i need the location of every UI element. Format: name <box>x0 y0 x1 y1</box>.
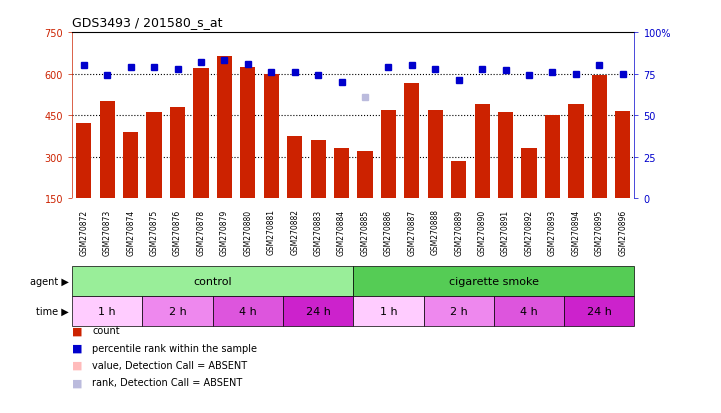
Text: GSM270894: GSM270894 <box>572 209 580 255</box>
Bar <box>72 297 142 326</box>
Text: control: control <box>193 277 232 287</box>
Text: GSM270879: GSM270879 <box>220 209 229 255</box>
Text: GSM270889: GSM270889 <box>454 209 463 255</box>
Text: GSM270874: GSM270874 <box>126 209 135 255</box>
Text: GSM270896: GSM270896 <box>619 209 627 255</box>
Text: GSM270893: GSM270893 <box>548 209 557 255</box>
Text: ■: ■ <box>72 325 83 335</box>
Text: rank, Detection Call = ABSENT: rank, Detection Call = ABSENT <box>92 377 242 387</box>
Text: time ▶: time ▶ <box>36 306 68 316</box>
Bar <box>474 105 490 240</box>
Text: GSM270878: GSM270878 <box>197 209 205 255</box>
Text: 24 h: 24 h <box>306 306 331 316</box>
Text: ■: ■ <box>72 377 83 387</box>
Text: cigarette smoke: cigarette smoke <box>449 277 539 287</box>
Bar <box>564 297 634 326</box>
Text: GSM270892: GSM270892 <box>525 209 534 255</box>
Text: 4 h: 4 h <box>239 306 257 316</box>
Bar <box>545 116 560 240</box>
Bar <box>146 113 162 240</box>
Bar <box>170 107 185 240</box>
Bar <box>404 84 420 240</box>
Bar <box>494 297 564 326</box>
Bar <box>353 297 424 326</box>
Text: 1 h: 1 h <box>99 306 116 316</box>
Bar <box>287 137 302 240</box>
Bar <box>123 133 138 240</box>
Text: GSM270888: GSM270888 <box>431 209 440 255</box>
Bar <box>521 149 536 240</box>
Text: GSM270882: GSM270882 <box>291 209 299 255</box>
Bar <box>592 76 607 240</box>
Bar <box>451 161 466 240</box>
Text: GSM270884: GSM270884 <box>337 209 346 255</box>
Bar <box>353 267 634 297</box>
Bar <box>283 297 353 326</box>
Bar <box>217 57 232 240</box>
Bar <box>381 110 396 240</box>
Text: GSM270881: GSM270881 <box>267 209 275 255</box>
Bar <box>615 112 630 240</box>
Text: 4 h: 4 h <box>520 306 538 316</box>
Bar <box>76 124 92 240</box>
Text: GSM270875: GSM270875 <box>150 209 159 255</box>
Text: GSM270891: GSM270891 <box>501 209 510 255</box>
Bar <box>428 110 443 240</box>
Text: 2 h: 2 h <box>169 306 187 316</box>
Bar <box>240 68 255 240</box>
Bar <box>334 149 349 240</box>
Text: GSM270883: GSM270883 <box>314 209 322 255</box>
Text: GSM270873: GSM270873 <box>103 209 112 255</box>
Bar <box>213 297 283 326</box>
Bar <box>99 102 115 240</box>
Text: GSM270886: GSM270886 <box>384 209 393 255</box>
Bar <box>193 69 208 240</box>
Bar <box>568 105 583 240</box>
Text: count: count <box>92 325 120 335</box>
Text: 24 h: 24 h <box>587 306 612 316</box>
Bar <box>142 297 213 326</box>
Text: GSM270895: GSM270895 <box>595 209 603 255</box>
Text: percentile rank within the sample: percentile rank within the sample <box>92 343 257 353</box>
Text: GSM270887: GSM270887 <box>407 209 416 255</box>
Bar <box>72 267 353 297</box>
Bar <box>264 74 279 240</box>
Text: agent ▶: agent ▶ <box>30 277 68 287</box>
Text: GSM270885: GSM270885 <box>360 209 369 255</box>
Text: GSM270872: GSM270872 <box>79 209 88 255</box>
Bar <box>498 113 513 240</box>
Bar <box>311 141 326 240</box>
Text: 2 h: 2 h <box>450 306 468 316</box>
Text: GDS3493 / 201580_s_at: GDS3493 / 201580_s_at <box>72 16 223 29</box>
Text: value, Detection Call = ABSENT: value, Detection Call = ABSENT <box>92 360 247 370</box>
Text: GSM270876: GSM270876 <box>173 209 182 255</box>
Text: 1 h: 1 h <box>380 306 397 316</box>
Text: ■: ■ <box>72 360 83 370</box>
Text: ■: ■ <box>72 343 83 353</box>
Text: GSM270890: GSM270890 <box>478 209 487 255</box>
Bar <box>424 297 494 326</box>
Bar <box>358 152 373 240</box>
Text: GSM270880: GSM270880 <box>244 209 252 255</box>
